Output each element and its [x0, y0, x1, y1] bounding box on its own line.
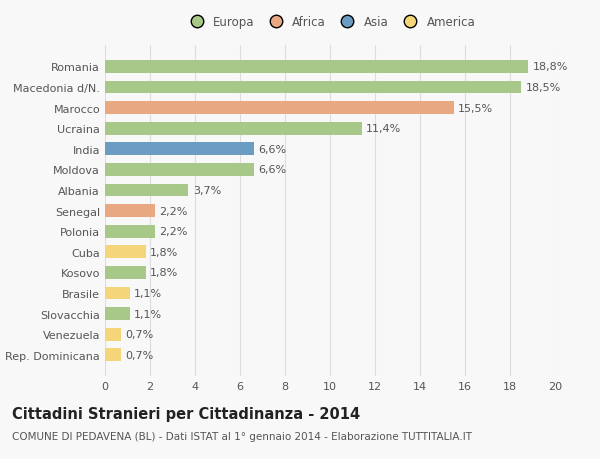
- Bar: [105, 246, 146, 258]
- Legend: Europa, Africa, Asia, America: Europa, Africa, Asia, America: [180, 11, 480, 34]
- Text: 2,2%: 2,2%: [159, 227, 187, 237]
- Bar: [105, 123, 361, 135]
- Text: 2,2%: 2,2%: [159, 206, 187, 216]
- Bar: [105, 164, 254, 176]
- Bar: [105, 225, 155, 238]
- Text: 6,6%: 6,6%: [258, 145, 286, 155]
- Bar: [105, 328, 121, 341]
- Bar: [105, 205, 155, 218]
- Bar: [105, 349, 121, 361]
- Text: 18,8%: 18,8%: [533, 62, 568, 72]
- Text: 15,5%: 15,5%: [458, 103, 493, 113]
- Bar: [105, 266, 146, 279]
- Text: COMUNE DI PEDAVENA (BL) - Dati ISTAT al 1° gennaio 2014 - Elaborazione TUTTITALI: COMUNE DI PEDAVENA (BL) - Dati ISTAT al …: [12, 431, 472, 442]
- Text: 0,7%: 0,7%: [125, 350, 154, 360]
- Bar: [105, 102, 454, 115]
- Text: Cittadini Stranieri per Cittadinanza - 2014: Cittadini Stranieri per Cittadinanza - 2…: [12, 406, 360, 421]
- Text: 1,1%: 1,1%: [134, 309, 163, 319]
- Bar: [105, 308, 130, 320]
- Bar: [105, 184, 188, 197]
- Bar: [105, 143, 254, 156]
- Bar: [105, 81, 521, 94]
- Text: 18,5%: 18,5%: [526, 83, 561, 93]
- Text: 1,8%: 1,8%: [150, 268, 178, 278]
- Text: 1,1%: 1,1%: [134, 288, 163, 298]
- Text: 11,4%: 11,4%: [366, 124, 401, 134]
- Text: 6,6%: 6,6%: [258, 165, 286, 175]
- Bar: [105, 61, 528, 73]
- Bar: [105, 287, 130, 300]
- Text: 3,7%: 3,7%: [193, 185, 221, 196]
- Text: 1,8%: 1,8%: [150, 247, 178, 257]
- Text: 0,7%: 0,7%: [125, 330, 154, 339]
